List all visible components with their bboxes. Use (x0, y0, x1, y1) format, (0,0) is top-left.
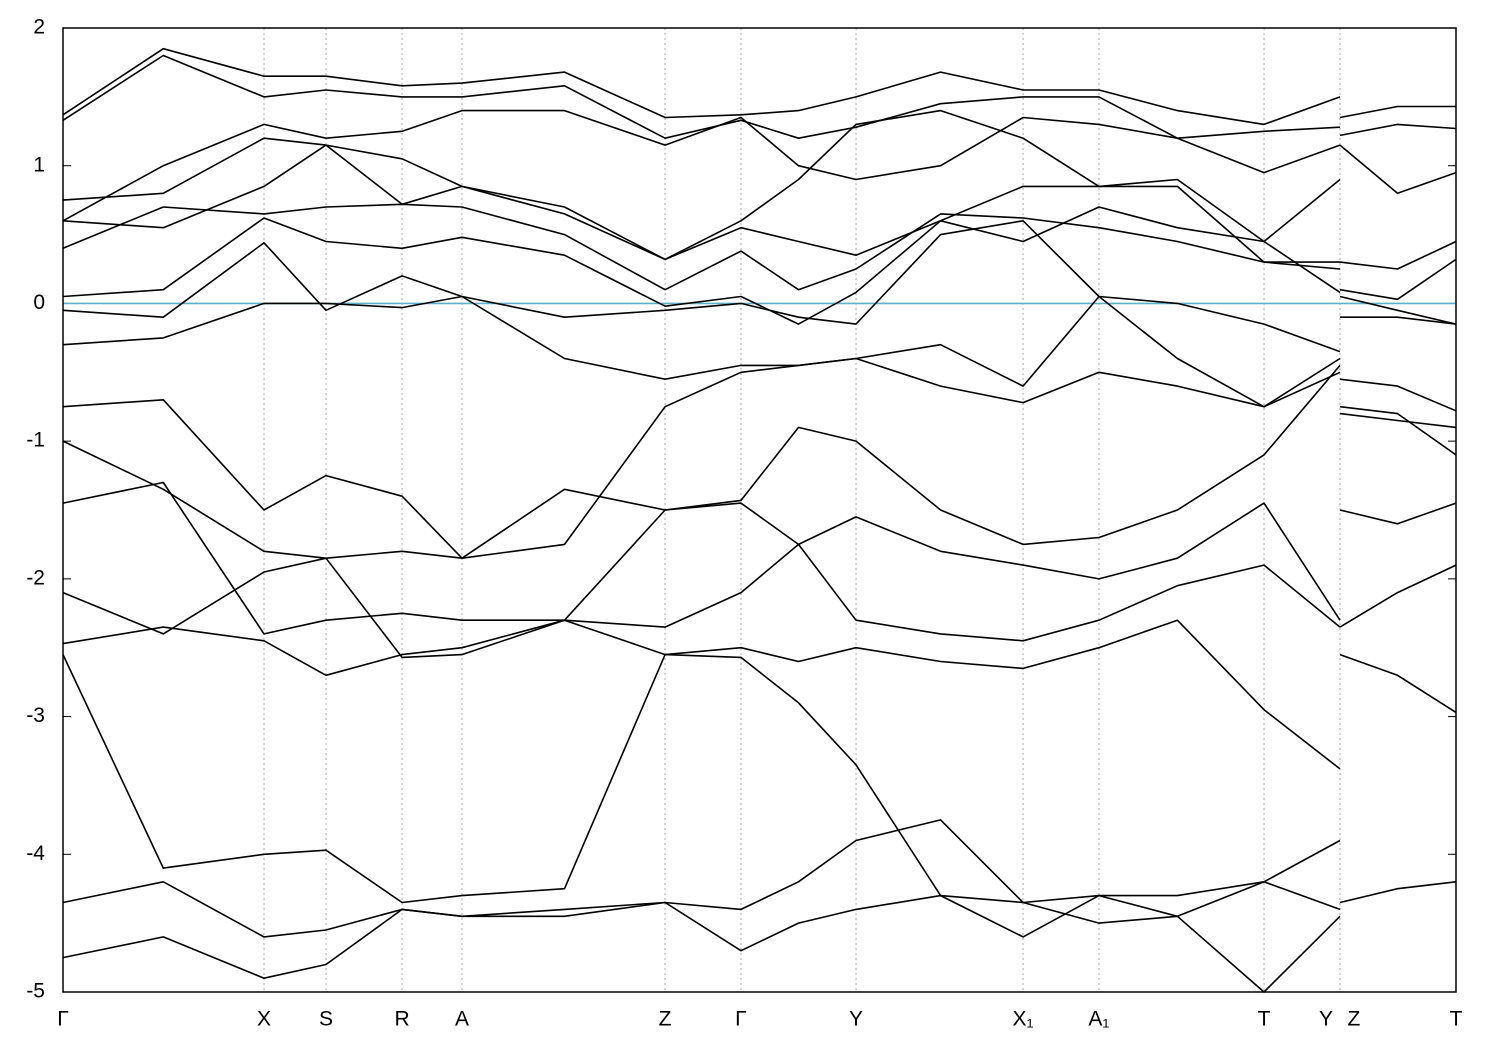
x-tick-label: Γ (57, 1008, 69, 1031)
x-tick-label: T (1258, 1008, 1271, 1031)
band (62, 220, 1457, 412)
band (62, 295, 1457, 456)
band (62, 109, 1457, 270)
x-tick-label: X₁ (1013, 1008, 1034, 1031)
x-tick-label: Z (659, 1008, 672, 1031)
band (62, 619, 1457, 904)
band (62, 364, 1457, 559)
x-tick-label: R (394, 1008, 409, 1031)
band (62, 653, 1341, 938)
x-tick-label: Z (1348, 1008, 1361, 1031)
band (62, 203, 1457, 325)
y-tick-label: -4 (26, 842, 45, 865)
band (62, 109, 1457, 222)
band (62, 47, 1456, 126)
x-tick-label: Y (1319, 1008, 1333, 1031)
band (62, 481, 1457, 635)
band (62, 894, 1341, 993)
plot-frame (62, 27, 1457, 993)
band (62, 543, 1457, 714)
y-tick-label: 1 (33, 153, 45, 176)
x-tick-label: Y (849, 1008, 863, 1031)
x-tick-label: X (257, 1008, 271, 1031)
x-tick-label: A (455, 1008, 469, 1031)
y-tick-label: -1 (26, 429, 45, 452)
x-tick-label: T (1450, 1008, 1463, 1031)
y-tick-label: -2 (26, 566, 45, 589)
band (62, 206, 1457, 325)
band (62, 54, 1457, 139)
x-tick-label: Γ (735, 1008, 747, 1031)
y-tick-label: -5 (26, 980, 45, 1003)
y-tick-label: 2 (33, 16, 45, 39)
band (62, 819, 1341, 938)
x-tick-label: S (319, 1008, 333, 1031)
y-tick-label: -3 (26, 704, 45, 727)
band (62, 357, 1457, 559)
y-tick-label: 0 (33, 291, 45, 314)
x-tick-label: A₁ (1088, 1008, 1109, 1031)
band (62, 144, 1457, 301)
